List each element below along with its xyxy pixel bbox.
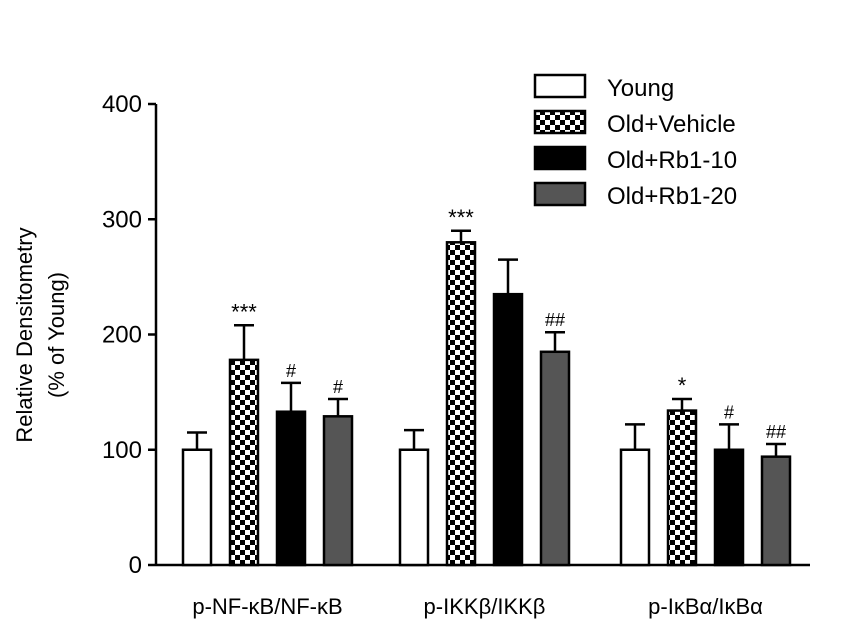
legend-swatch [533, 73, 587, 99]
x-category-label: p-IκBα/IκBα [648, 594, 763, 619]
significance-marker: *** [448, 205, 474, 230]
y-axis-title: Relative Densitometry (% of Young) [12, 227, 69, 442]
y-axis-label: Relative Densitometry [12, 227, 37, 442]
y-tick-label: 200 [102, 322, 142, 349]
bar [619, 448, 651, 567]
legend-label: Young [607, 75, 674, 102]
legend-swatch [533, 181, 587, 207]
significance-marker: ## [545, 310, 565, 330]
legend: Young Old+Vehicle Old+Rb1-10 Old+Rb1-20 [533, 73, 737, 210]
legend-label: Old+Rb1-20 [607, 183, 737, 210]
axes: 0 100 200 300 400 [102, 91, 810, 579]
significance-marker: # [333, 377, 343, 397]
bar [760, 455, 792, 567]
significance-marker: # [724, 402, 734, 422]
legend-label: Old+Rb1-10 [607, 147, 737, 174]
y-axis-sublabel: (% of Young) [44, 272, 69, 398]
legend-swatch [533, 145, 587, 171]
bar [492, 292, 524, 567]
y-tick-label: 100 [102, 437, 142, 464]
bar [445, 241, 477, 567]
bar [181, 448, 213, 567]
bar [228, 358, 260, 567]
x-category-label: p-IKKβ/IKKβ [424, 594, 546, 619]
legend-label: Old+Vehicle [607, 111, 736, 138]
significance-marker: # [286, 361, 296, 381]
bar [398, 448, 430, 567]
bar [539, 350, 571, 567]
significance-marker: ## [766, 422, 786, 442]
significance-marker: *** [231, 299, 257, 324]
x-category-label: p-NF-κB/NF-κB [192, 594, 342, 619]
bar [713, 448, 745, 567]
bar [666, 409, 698, 567]
bar [322, 415, 354, 567]
y-tick-label: 0 [129, 552, 142, 579]
bar [275, 410, 307, 567]
y-tick-label: 300 [102, 206, 142, 233]
legend-swatch [533, 109, 587, 135]
y-tick-label: 400 [102, 91, 142, 118]
bars: ***##p-NF-κB/NF-κB***##p-IKKβ/IKKβ*###p-… [181, 205, 792, 619]
significance-marker: * [678, 373, 687, 398]
